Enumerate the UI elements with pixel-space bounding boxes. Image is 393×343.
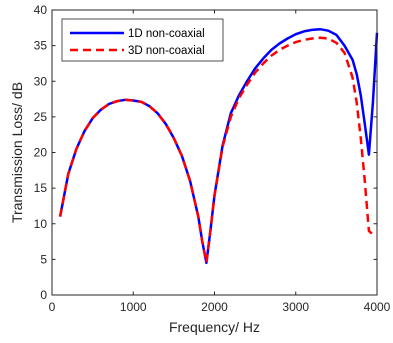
- x-tick-label: 2000: [201, 300, 228, 314]
- y-tick-label: 30: [34, 74, 48, 88]
- x-tick-label: 3000: [282, 300, 309, 314]
- legend: 1D non-coaxial 3D non-coaxial: [61, 18, 224, 62]
- y-tick-label: 25: [34, 110, 48, 124]
- y-axis-label: Transmission Loss/ dB: [9, 82, 25, 223]
- series-line-3d: [58, 36, 377, 264]
- x-tick-label: 0: [49, 300, 56, 314]
- y-tick-label: 40: [34, 3, 48, 17]
- series-layer: [58, 27, 379, 265]
- y-tick-label: 0: [40, 288, 47, 302]
- x-tick-label: 4000: [364, 300, 391, 314]
- legend-box: [61, 18, 224, 62]
- ticks-layer: 0 1000 2000 3000 4000 0 5 10 15 20 25 30 35 40: [34, 3, 391, 314]
- x-axis-label: Frequency/ Hz: [169, 319, 260, 335]
- y-tick-label: 5: [40, 252, 47, 266]
- legend-label-1d: 1D non-coaxial: [128, 28, 205, 40]
- y-tick-label: 20: [34, 146, 48, 160]
- legend-label-3d: 3D non-coaxial: [128, 45, 205, 57]
- x-tick-label: 1000: [120, 300, 147, 314]
- y-tick-label: 35: [34, 39, 48, 53]
- y-tick-label: 15: [34, 181, 48, 195]
- y-tick-label: 10: [34, 217, 48, 231]
